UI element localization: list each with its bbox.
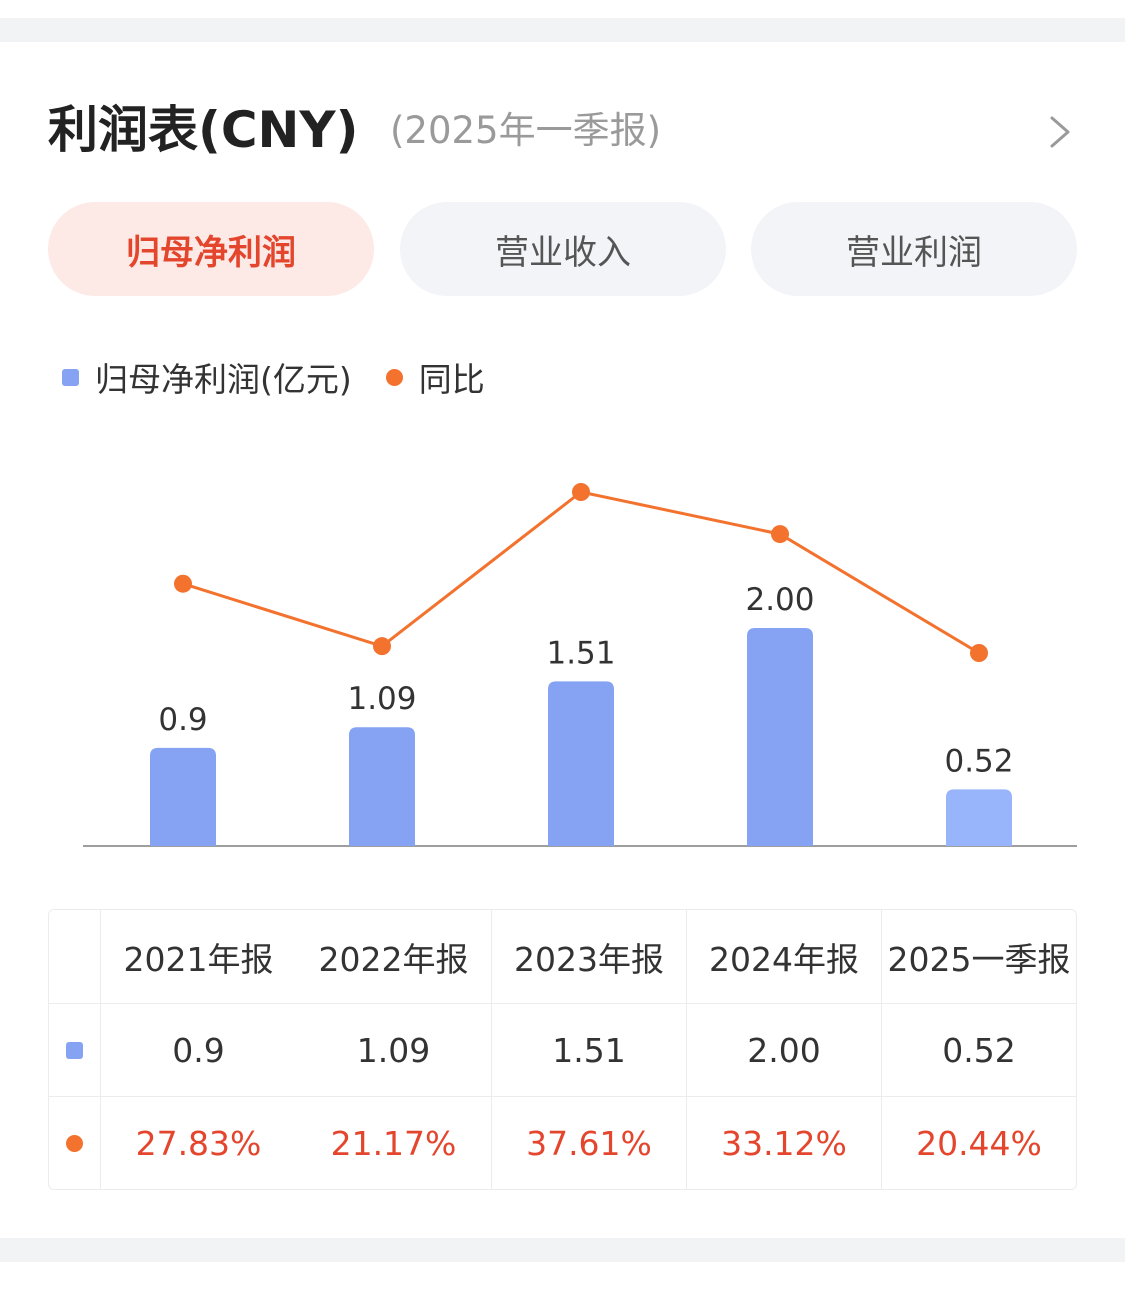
- metric-tabs: 归母净利润 营业收入 营业利润: [48, 202, 1078, 296]
- bar-value-label: 0.52: [944, 743, 1013, 779]
- table-header-row: 2021年报 2022年报 2023年报 2024年报 2025一季报: [49, 910, 1076, 1003]
- chevron-right-icon[interactable]: [1042, 115, 1076, 149]
- table-cell: 0.52: [881, 1004, 1076, 1097]
- chart-legend: 归母净利润(亿元) 同比: [62, 352, 485, 402]
- top-separator: [0, 18, 1125, 42]
- table-row-yoy: 27.83% 21.17% 37.61% 33.12% 20.44%: [49, 1096, 1076, 1190]
- table-header-cell: 2023年报: [491, 910, 686, 1003]
- profit-chart: 0.9 1.09 1.51 2.00 0.52: [83, 483, 1077, 847]
- bar-value-label: 1.09: [347, 681, 416, 717]
- table-cell: 0.9: [172, 1031, 225, 1070]
- section-header[interactable]: 利润表(CNY) (2025年一季报): [48, 95, 1088, 165]
- table-cell: 37.61%: [491, 1097, 686, 1190]
- table-cell: 27.83%: [135, 1124, 262, 1163]
- table-cell: 33.12%: [686, 1097, 881, 1190]
- table-cell: 2.00: [686, 1004, 881, 1097]
- line-marker-icon: [66, 1135, 83, 1152]
- table-cell: 21.17%: [330, 1124, 457, 1163]
- report-period: (2025年一季报): [390, 109, 662, 152]
- legend-bar-swatch: [62, 368, 79, 386]
- bar-1[interactable]: [349, 727, 415, 846]
- bar-4[interactable]: [946, 789, 1012, 846]
- legend-line-label: 同比: [418, 360, 485, 399]
- yoy-line: [182, 490, 980, 655]
- yoy-point-0[interactable]: [174, 574, 192, 593]
- table-header-cell: 2024年报: [686, 910, 881, 1003]
- data-table: 2021年报 2022年报 2023年报 2024年报 2025一季报 0.9 …: [48, 909, 1077, 1190]
- bar-0[interactable]: [150, 747, 216, 846]
- table-cell: 1.51: [491, 1004, 686, 1097]
- table-header-cell: 2025一季报: [881, 910, 1076, 1003]
- yoy-point-2[interactable]: [572, 483, 590, 501]
- tab-net-profit[interactable]: 归母净利润: [48, 202, 374, 296]
- legend-line-swatch: [385, 368, 403, 386]
- table-cell: 20.44%: [881, 1097, 1076, 1190]
- bar-3[interactable]: [747, 628, 813, 846]
- bar-marker-icon: [66, 1042, 83, 1059]
- table-header-cell: 2021年报: [123, 939, 274, 979]
- tab-operating-profit[interactable]: 营业利润: [751, 202, 1077, 296]
- table-cell: 1.09: [356, 1031, 431, 1070]
- bar-value-label: 2.00: [745, 582, 814, 618]
- bottom-separator: [0, 1238, 1125, 1262]
- yoy-point-1[interactable]: [373, 637, 391, 656]
- yoy-point-3[interactable]: [771, 525, 789, 544]
- bar-2[interactable]: [548, 681, 614, 846]
- bar-value-label: 0.9: [158, 702, 207, 738]
- section-title: 利润表(CNY): [48, 101, 359, 159]
- table-row-profit: 0.9 1.09 1.51 2.00 0.52: [49, 1003, 1076, 1097]
- table-header-cell: 2022年报: [318, 939, 469, 979]
- yoy-point-4[interactable]: [970, 644, 988, 662]
- row-bar-marker: [49, 1004, 101, 1097]
- table-corner: [49, 910, 101, 1003]
- legend-bar-label: 归母净利润(亿元): [95, 360, 352, 399]
- row-line-marker: [49, 1097, 101, 1190]
- bar-value-label: 1.51: [546, 635, 615, 671]
- tab-revenue[interactable]: 营业收入: [400, 202, 726, 296]
